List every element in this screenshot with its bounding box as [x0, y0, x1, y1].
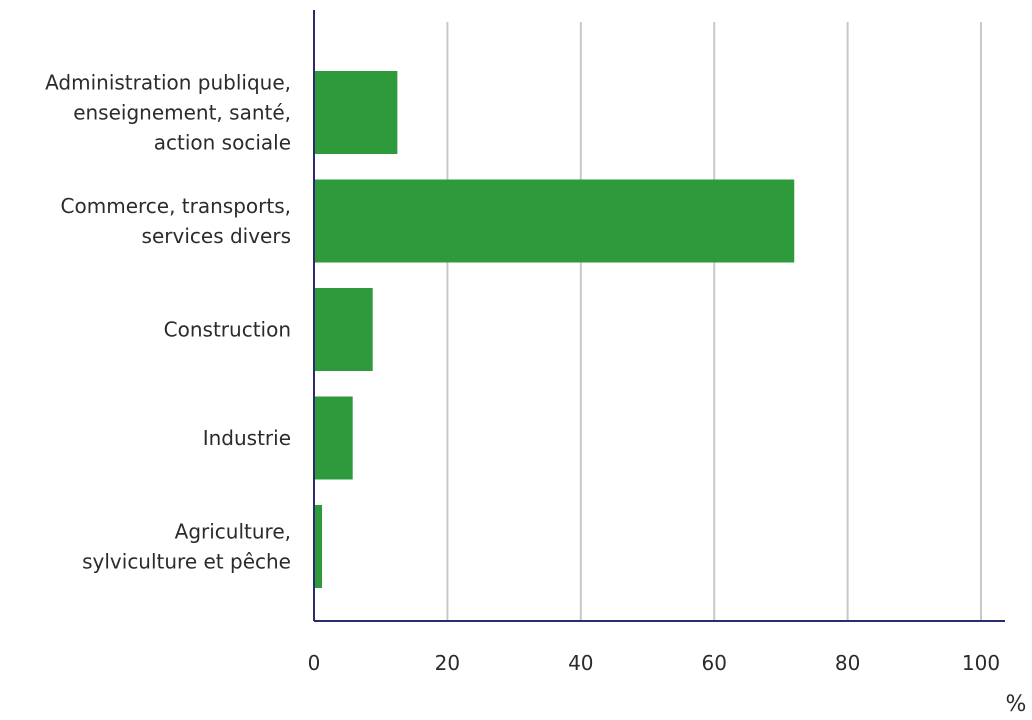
category-labels: Administration publique, enseignement, sa… — [45, 71, 291, 574]
x-tick-label-60: 60 — [701, 651, 726, 675]
bar-0 — [314, 71, 398, 154]
category-label-line: Administration publique, — [45, 71, 291, 95]
bar-3 — [314, 396, 353, 480]
category-label-line: enseignement, santé, — [73, 101, 291, 125]
category-label-line: services divers — [142, 224, 291, 248]
x-tick-label-40: 40 — [568, 651, 593, 675]
category-label-3: Industrie — [203, 426, 291, 450]
category-label-0: Administration publique, enseignement, sa… — [45, 71, 291, 155]
category-label-line: Industrie — [203, 426, 291, 450]
x-tick-label-100: 100 — [962, 651, 1000, 675]
bar-1 — [314, 179, 795, 263]
category-label-line: Commerce, transports, — [61, 194, 291, 218]
x-tick-label-0: 0 — [308, 651, 321, 675]
x-tick-label-80: 80 — [835, 651, 860, 675]
axes — [313, 10, 1005, 622]
bars — [314, 71, 795, 588]
category-label-line: action sociale — [154, 131, 291, 155]
category-label-line: sylviculture et pêche — [82, 550, 291, 574]
category-label-2: Construction — [164, 318, 291, 342]
x-unit-label: % — [1006, 692, 1027, 717]
category-label-line: Construction — [164, 318, 291, 342]
category-label-4: Agriculture, sylviculture et pêche — [82, 520, 291, 574]
x-tick-label-20: 20 — [435, 651, 460, 675]
x-tick-labels: 0 20 40 60 80 100 — [308, 651, 1000, 675]
category-label-1: Commerce, transports, services divers — [61, 194, 291, 248]
bar-4 — [314, 505, 323, 588]
grid-lines — [446, 22, 982, 621]
category-label-line: Agriculture, — [175, 520, 291, 544]
bar-2 — [314, 288, 373, 371]
